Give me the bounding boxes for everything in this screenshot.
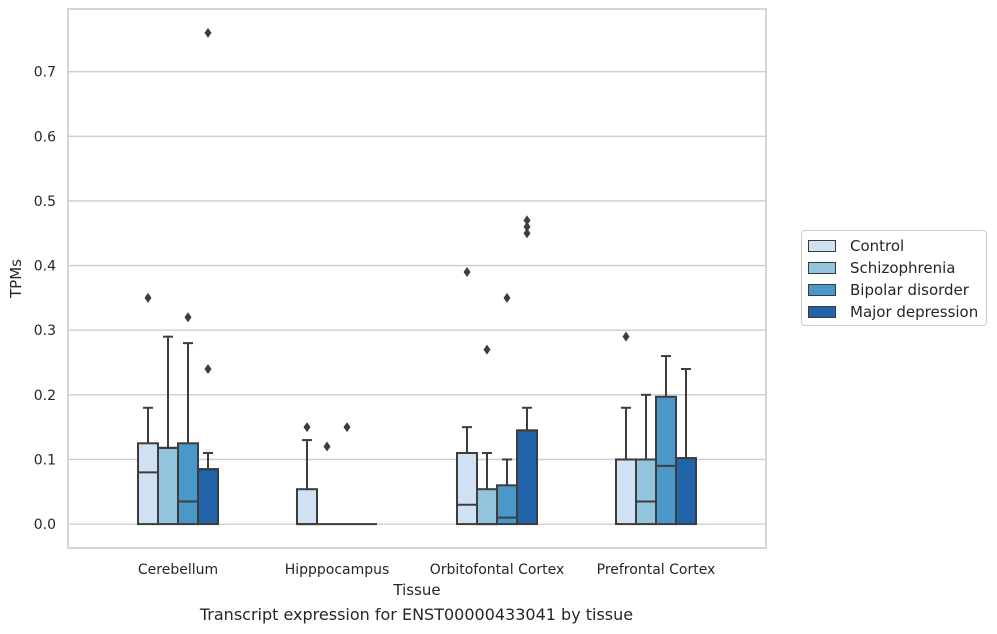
box-schizophrenia-prefrontal-cortex	[635, 458, 657, 526]
y-tick-label: 0.2	[34, 388, 56, 404]
x-axis-label: Tissue	[392, 581, 440, 599]
box-major-depression-orbitofontal-cortex-outlier	[523, 221, 531, 232]
box-major-depression-cerebellum-outlier	[204, 27, 212, 38]
legend-label-bipolar-disorder: Bipolar disorder	[850, 281, 969, 299]
legend-item-control: Control	[808, 236, 904, 256]
box-control-orbitofontal-cortex-outlier	[463, 267, 471, 278]
box-major-depression-cerebellum	[197, 468, 219, 526]
y-axis-label: TPMs	[7, 259, 25, 299]
box-major-depression-orbitofontal-cortex	[516, 429, 538, 526]
x-tick-label: Orbitofontal Cortex	[430, 562, 565, 578]
y-tick-label: 0.3	[34, 323, 56, 339]
box-major-depression-cerebellum-outlier	[204, 363, 212, 374]
box-schizophrenia-cerebellum	[157, 446, 179, 526]
legend-swatch-major-depression	[808, 306, 836, 318]
box-schizophrenia-orbitofontal-cortex-outlier	[483, 344, 491, 355]
legend-swatch-control	[808, 240, 836, 252]
box-bipolar-disorder-cerebellum	[177, 442, 199, 526]
box-major-depression-orbitofontal-cortex-outlier	[523, 228, 531, 239]
legend-item-major-depression: Major depression	[808, 302, 978, 322]
box-major-depression-prefrontal-cortex	[675, 457, 697, 526]
x-tick-label: Cerebellum	[138, 562, 218, 578]
box-control-cerebellum	[137, 442, 159, 526]
box-control-hipppocampus-outlier	[303, 422, 311, 433]
y-tick-label: 0.5	[34, 194, 56, 210]
x-tick-label: Prefrontal Cortex	[597, 562, 716, 578]
box-control-hipppocampus	[296, 488, 318, 526]
legend-label-major-depression: Major depression	[850, 303, 979, 321]
box-schizophrenia-orbitofontal-cortex	[476, 488, 498, 526]
legend-swatch-schizophrenia	[808, 262, 836, 274]
x-tick-label: Hipppocampus	[285, 562, 390, 578]
box-bipolar-disorder-hipppocampus-outlier	[343, 422, 351, 433]
box-major-depression-orbitofontal-cortex-outlier	[523, 215, 531, 226]
box-control-orbitofontal-cortex	[456, 451, 478, 526]
box-bipolar-disorder-orbitofontal-cortex-outlier	[503, 292, 511, 303]
y-tick-label: 0.0	[34, 517, 56, 533]
legend-item-bipolar-disorder: Bipolar disorder	[808, 280, 969, 300]
y-tick-label: 0.7	[34, 65, 56, 81]
legend-swatch-bipolar-disorder	[808, 284, 836, 296]
box-control-prefrontal-cortex-outlier	[622, 331, 630, 342]
y-tick-label: 0.6	[34, 129, 56, 145]
box-control-prefrontal-cortex	[615, 458, 637, 526]
legend-item-schizophrenia: Schizophrenia	[808, 258, 955, 278]
plot-frame	[67, 8, 767, 549]
y-tick-label: 0.4	[34, 259, 56, 275]
chart-caption: Transcript expression for ENST0000043304…	[199, 605, 634, 624]
box-schizophrenia-hipppocampus-outlier	[323, 441, 331, 452]
box-control-cerebellum-outlier	[144, 292, 152, 303]
y-tick-label: 0.1	[34, 452, 56, 468]
legend: Control Schizophrenia Bipolar disorder M…	[801, 230, 987, 326]
legend-label-schizophrenia: Schizophrenia	[850, 259, 956, 277]
box-bipolar-disorder-cerebellum-outlier	[184, 312, 192, 323]
box-bipolar-disorder-prefrontal-cortex	[655, 395, 677, 526]
legend-label-control: Control	[850, 237, 905, 255]
